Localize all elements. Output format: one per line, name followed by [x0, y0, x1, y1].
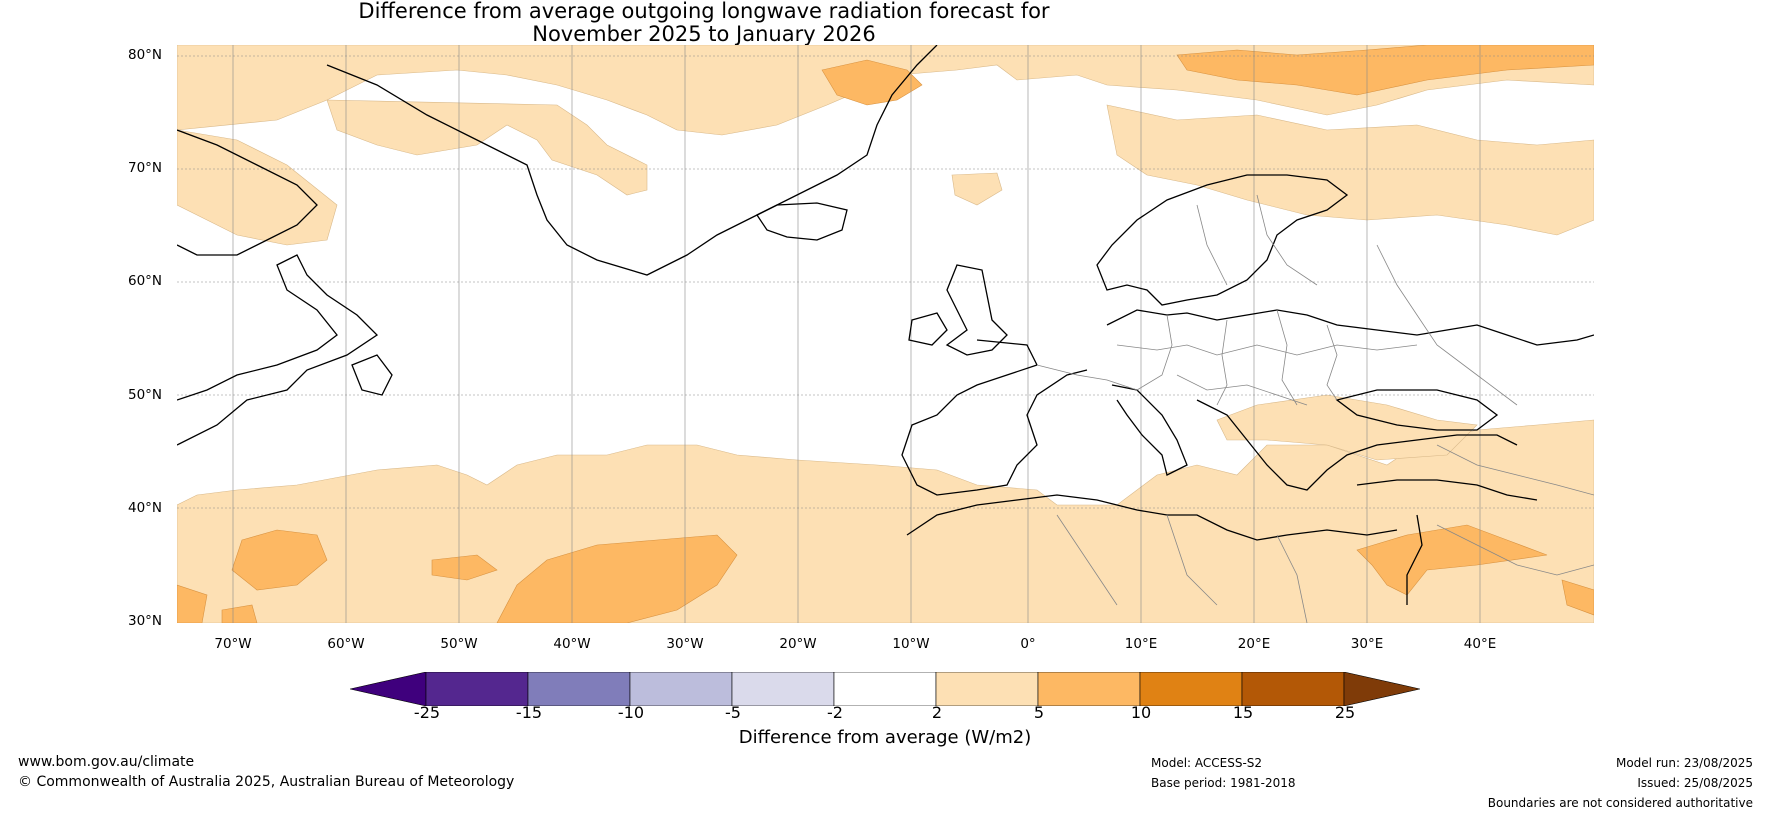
scandinavia-coast	[1096, 174, 1349, 306]
lon-label-0: 0°	[1020, 636, 1036, 652]
lat-label-40n: 40°N	[128, 500, 163, 516]
turkey-coast	[1356, 479, 1538, 501]
lon-label-50w: 50°W	[440, 636, 478, 652]
atlantic-patch-1	[231, 529, 328, 591]
central-europe-patch	[1216, 394, 1478, 461]
lon-label-20w: 20°W	[779, 636, 817, 652]
lat-label-50n: 50°N	[128, 387, 163, 403]
title-line-1: Difference from average outgoing longwav…	[358, 0, 1050, 23]
lon-label-40e: 40°E	[1463, 636, 1497, 652]
colorbar-seg-8	[1139, 671, 1243, 707]
east-edge-patch	[1561, 579, 1594, 616]
newfoundland-coast	[351, 354, 393, 396]
anomaly-map	[177, 45, 1594, 623]
colorbar-svg	[349, 671, 1421, 707]
black-sea-coast	[1335, 389, 1499, 431]
disclaimer-text: Boundaries are not considered authoritat…	[1487, 796, 1753, 810]
lon-label-10e: 10°E	[1124, 636, 1158, 652]
labrador-coast	[177, 129, 318, 256]
iceland-patch	[951, 172, 1003, 206]
colorbar-tick-3: -10	[617, 703, 645, 722]
colorbar-tick-6: 2	[931, 703, 943, 722]
lon-label-70w: 70°W	[214, 636, 252, 652]
colorbar-tick-8: 10	[1130, 703, 1152, 722]
anomaly-2-5-areas	[177, 45, 1594, 623]
colorbar	[349, 671, 1421, 710]
norway-sea	[1106, 104, 1594, 236]
svalbard-patch	[1176, 45, 1594, 96]
atlantic-patch-3	[496, 534, 738, 623]
canada-coast	[177, 254, 379, 446]
coastlines	[177, 45, 1594, 605]
colorbar-seg-2	[527, 671, 631, 707]
colorbar-seg-9	[1241, 671, 1345, 707]
lat-label-30n: 30°N	[128, 613, 163, 629]
greenland-east-patch	[821, 59, 923, 106]
model-text: Model: ACCESS-S2	[1151, 756, 1263, 770]
model-run-text: Model run: 23/08/2025	[1615, 756, 1753, 770]
britain-coast	[945, 264, 1008, 356]
anomaly-5-10-areas	[177, 45, 1594, 623]
atlantic-patch-2	[431, 554, 498, 581]
colorbar-seg-3	[629, 671, 733, 707]
lat-label-80n: 80°N	[128, 47, 163, 63]
colorbar-seg-4	[731, 671, 835, 707]
borders	[1036, 194, 1594, 623]
colorbar-tick-4: -5	[725, 703, 741, 722]
colorbar-tick-1: -25	[413, 703, 441, 722]
copyright-text: © Commonwealth of Australia 2025, Austra…	[18, 774, 515, 790]
lat-label-70n: 70°N	[128, 160, 163, 176]
colorbar-seg-7	[1037, 671, 1141, 707]
map-panel	[177, 45, 1594, 623]
levant-coast	[1406, 514, 1423, 605]
middle-east-patch	[1356, 524, 1548, 596]
lon-label-60w: 60°W	[327, 636, 365, 652]
colorbar-tick-7: 5	[1033, 703, 1045, 722]
greenland-fringe	[326, 99, 648, 196]
ireland-coast	[908, 312, 948, 346]
lon-label-30w: 30°W	[666, 636, 704, 652]
lon-label-30e: 30°E	[1350, 636, 1384, 652]
colorbar-tick-9: 15	[1232, 703, 1254, 722]
colorbar-high-extend	[1343, 671, 1421, 707]
colorbar-tick-10: 25	[1334, 703, 1356, 722]
labrador-fringe	[177, 129, 338, 246]
atlantic-patch-5	[221, 604, 258, 623]
iberia-coast	[901, 339, 1088, 496]
greenland-coast	[326, 45, 938, 276]
italy-coast	[1111, 384, 1188, 476]
website-link[interactable]: www.bom.gov.au/climate	[18, 754, 195, 770]
atlantic-patch-4	[177, 584, 208, 623]
base-period-text: Base period: 1981-2018	[1151, 776, 1296, 790]
iceland-coast	[756, 202, 848, 241]
map-title: Difference from average outgoing longwav…	[0, 0, 1408, 46]
colorbar-low-extend	[349, 671, 427, 707]
lat-label-60n: 60°N	[128, 273, 163, 289]
issued-text: Issued: 25/08/2025	[1637, 776, 1753, 790]
grid	[177, 45, 1594, 623]
lon-label-10w: 10°W	[892, 636, 930, 652]
lon-label-40w: 40°W	[553, 636, 591, 652]
balkans-coast	[1196, 399, 1518, 491]
title-line-2: November 2025 to January 2026	[532, 22, 876, 46]
lon-label-20e: 20°E	[1237, 636, 1271, 652]
colorbar-seg-5	[833, 671, 937, 707]
colorbar-seg-6	[935, 671, 1039, 707]
colorbar-seg-1	[425, 671, 529, 707]
europe-coast	[1106, 309, 1594, 346]
colorbar-label: Difference from average (W/m2)	[738, 727, 1032, 748]
colorbar-tick-5: -2	[827, 703, 843, 722]
colorbar-tick-2: -15	[515, 703, 543, 722]
